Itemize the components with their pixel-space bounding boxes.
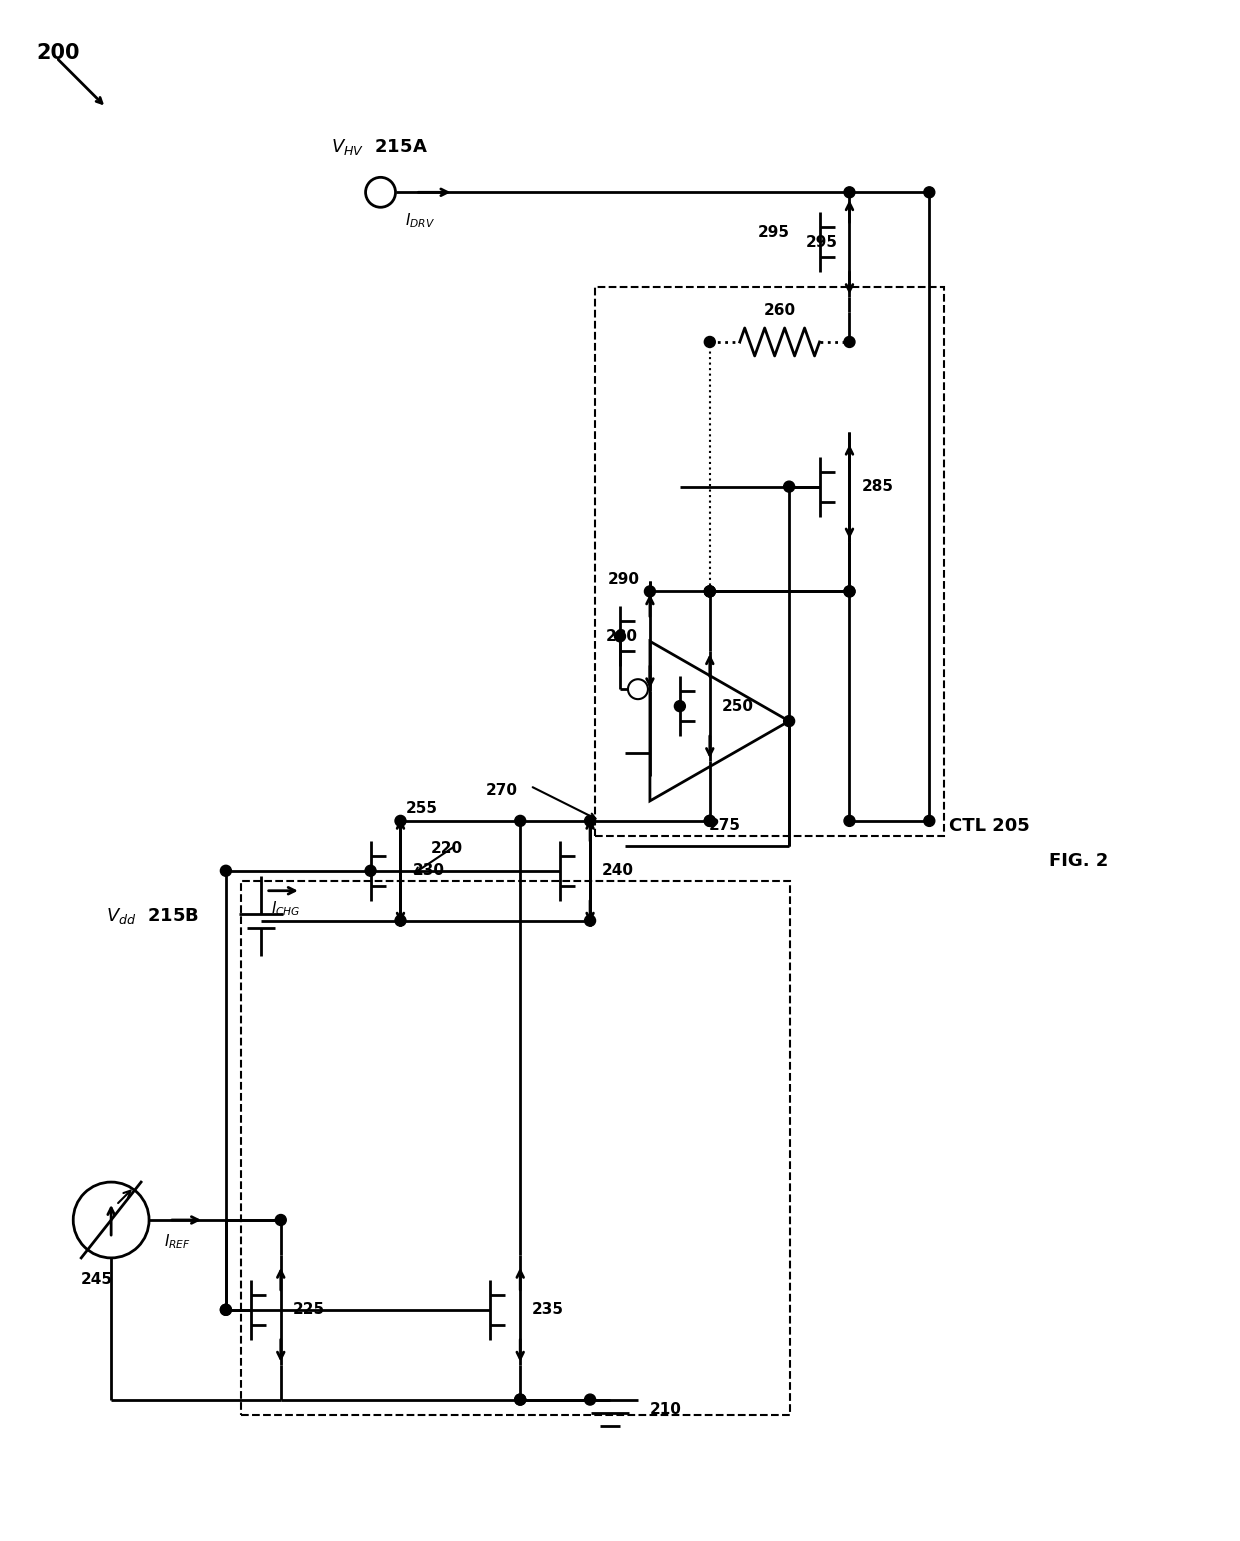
- Circle shape: [221, 1304, 232, 1316]
- Circle shape: [704, 586, 715, 596]
- Circle shape: [275, 1214, 286, 1225]
- Circle shape: [704, 586, 715, 596]
- Text: 295: 295: [806, 234, 837, 250]
- Circle shape: [515, 1395, 526, 1405]
- Text: 280: 280: [606, 629, 637, 644]
- Circle shape: [584, 915, 595, 926]
- Text: 255: 255: [405, 801, 438, 817]
- Circle shape: [221, 866, 232, 877]
- Circle shape: [704, 586, 715, 596]
- Text: 250: 250: [722, 698, 754, 713]
- Circle shape: [584, 815, 595, 826]
- Text: 230: 230: [413, 863, 444, 878]
- Circle shape: [615, 630, 625, 641]
- Circle shape: [515, 815, 526, 826]
- Circle shape: [645, 586, 656, 596]
- Circle shape: [704, 336, 715, 347]
- Text: $I_{DRV}$: $I_{DRV}$: [405, 211, 435, 230]
- Circle shape: [584, 1395, 595, 1405]
- Text: $V_{HV}$  215A: $V_{HV}$ 215A: [331, 137, 428, 157]
- Circle shape: [784, 481, 795, 492]
- Text: 245: 245: [81, 1273, 113, 1287]
- Circle shape: [704, 815, 715, 826]
- Circle shape: [704, 815, 715, 826]
- Circle shape: [396, 915, 405, 926]
- Text: 220: 220: [430, 841, 463, 857]
- Text: 200: 200: [36, 43, 79, 63]
- Text: FIG. 2: FIG. 2: [1049, 852, 1109, 869]
- Text: CTL 205: CTL 205: [950, 817, 1030, 835]
- Text: 295: 295: [758, 225, 790, 240]
- Circle shape: [221, 1304, 232, 1316]
- Circle shape: [396, 815, 405, 826]
- Text: 285: 285: [862, 479, 894, 495]
- Text: $I_{CHG}$: $I_{CHG}$: [270, 900, 300, 918]
- Text: 290: 290: [608, 572, 640, 587]
- Circle shape: [844, 586, 854, 596]
- Circle shape: [924, 186, 935, 197]
- Text: 225: 225: [293, 1302, 325, 1318]
- Text: $I_{REF}$: $I_{REF}$: [164, 1233, 191, 1251]
- Bar: [595, 287, 945, 835]
- Circle shape: [844, 815, 854, 826]
- Circle shape: [515, 1395, 526, 1405]
- Bar: [241, 881, 790, 1415]
- Circle shape: [844, 586, 854, 596]
- Circle shape: [924, 815, 935, 826]
- Text: 270: 270: [485, 783, 517, 798]
- Circle shape: [365, 866, 376, 877]
- Text: 260: 260: [764, 302, 796, 317]
- Text: 275: 275: [709, 818, 740, 834]
- Text: 210: 210: [650, 1402, 682, 1418]
- Circle shape: [784, 715, 795, 727]
- Text: 240: 240: [603, 863, 634, 878]
- Text: 235: 235: [532, 1302, 564, 1318]
- Text: $V_{dd}$  215B: $V_{dd}$ 215B: [107, 906, 200, 926]
- Circle shape: [844, 186, 854, 197]
- Circle shape: [844, 336, 854, 347]
- Circle shape: [675, 701, 686, 712]
